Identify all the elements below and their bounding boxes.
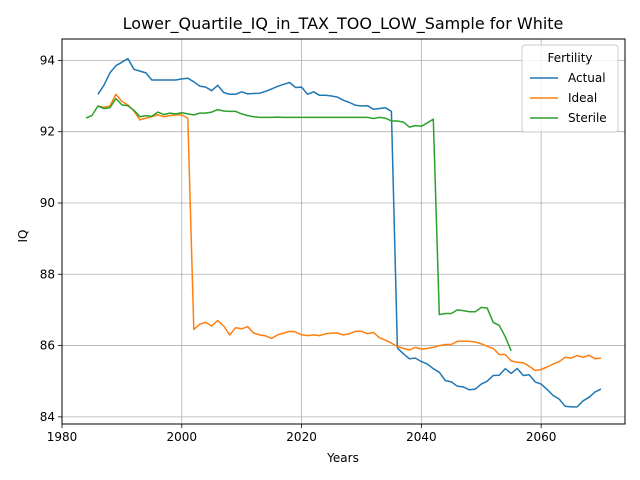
y-axis-label: IQ bbox=[16, 230, 30, 243]
plot-area-frame bbox=[61, 38, 626, 425]
x-tick-label: 2040 bbox=[406, 430, 437, 444]
legend-title: Fertility bbox=[547, 51, 592, 65]
legend-entry-sterile: Sterile bbox=[568, 111, 607, 125]
legend: Fertility Actual Ideal Sterile bbox=[521, 44, 619, 133]
y-tick-label: 94 bbox=[40, 53, 55, 67]
y-tick-label: 86 bbox=[40, 339, 55, 353]
y-tick-label: 90 bbox=[40, 196, 55, 210]
y-tick-label: 88 bbox=[40, 267, 55, 281]
chart-title: Lower_Quartile_IQ_in_TAX_TOO_LOW_Sample … bbox=[123, 14, 564, 34]
y-tick-label: 84 bbox=[40, 410, 55, 424]
series-line-sterile bbox=[85, 97, 512, 352]
x-axis: 1980 2000 2020 2040 2060 bbox=[47, 424, 557, 444]
legend-entry-ideal: Ideal bbox=[568, 91, 597, 105]
y-tick-label: 92 bbox=[40, 125, 55, 139]
x-axis-label: Years bbox=[326, 451, 359, 465]
series-line-actual bbox=[97, 57, 602, 408]
x-tick-label: 2060 bbox=[526, 430, 557, 444]
y-axis: 84 86 88 90 92 94 bbox=[40, 53, 62, 424]
series-line-ideal bbox=[97, 93, 602, 372]
x-tick-label: 2000 bbox=[167, 430, 198, 444]
x-tick-label: 2020 bbox=[286, 430, 317, 444]
legend-box bbox=[521, 44, 619, 133]
x-tick-label: 1980 bbox=[47, 430, 78, 444]
legend-entry-actual: Actual bbox=[568, 71, 606, 85]
series-layer bbox=[85, 57, 602, 408]
